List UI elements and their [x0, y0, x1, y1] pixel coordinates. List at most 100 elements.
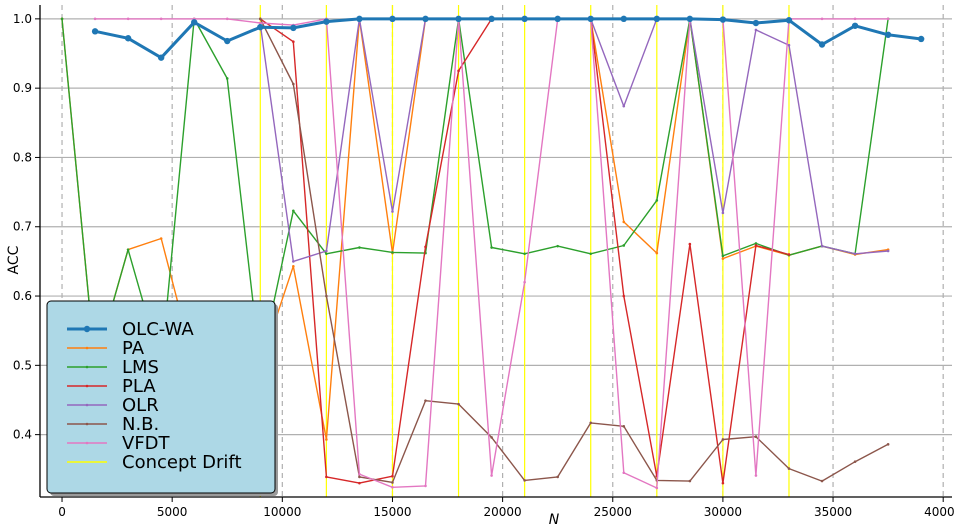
data-point — [323, 18, 330, 25]
data-point — [853, 17, 857, 21]
data-point — [224, 37, 231, 45]
data-point — [292, 264, 295, 268]
data-point — [391, 481, 394, 484]
data-point — [655, 199, 659, 202]
legend-label: VFDT — [122, 433, 171, 454]
legend-marker — [83, 325, 91, 333]
data-point — [622, 471, 626, 475]
data-point — [325, 252, 328, 256]
data-point — [126, 248, 130, 251]
legend-marker — [85, 365, 89, 369]
data-point — [91, 28, 99, 35]
y-axis-label: ACC — [6, 245, 22, 274]
data-point — [225, 17, 229, 21]
data-point — [622, 244, 626, 247]
data-point — [787, 253, 791, 256]
y-tick-label: 0.5 — [13, 358, 32, 372]
data-point — [488, 15, 495, 23]
data-point — [620, 15, 627, 23]
data-point — [589, 252, 593, 256]
y-tick-label: 0.4 — [13, 428, 32, 442]
data-point — [490, 246, 493, 249]
x-tick-label: 15000 — [373, 505, 411, 519]
data-point — [292, 209, 295, 213]
data-point — [851, 22, 859, 29]
data-point — [257, 23, 264, 31]
data-point — [884, 31, 892, 38]
data-point — [622, 425, 626, 428]
data-point — [358, 246, 361, 249]
data-point — [457, 69, 460, 73]
data-point — [124, 35, 132, 42]
data-point — [554, 15, 561, 23]
series-line-n-b- — [259, 18, 889, 484]
data-point — [556, 475, 559, 479]
data-point — [886, 249, 890, 253]
data-point — [820, 244, 824, 248]
legend-box — [46, 300, 276, 494]
data-point — [820, 479, 824, 483]
data-point — [787, 43, 791, 47]
data-point — [820, 17, 824, 21]
data-point — [292, 40, 295, 44]
data-point — [818, 41, 826, 48]
data-point — [358, 472, 361, 476]
data-point — [785, 17, 793, 24]
data-point — [490, 474, 493, 477]
data-point — [422, 15, 429, 23]
data-point — [655, 486, 659, 490]
data-point — [292, 82, 295, 86]
data-point — [886, 443, 890, 446]
x-axis-label: N — [549, 512, 560, 527]
data-point — [157, 54, 165, 61]
legend-label: LMS — [122, 357, 159, 378]
data-point — [490, 436, 493, 439]
data-point — [455, 15, 462, 23]
y-tick-label: 0.9 — [13, 81, 32, 95]
data-point — [391, 474, 394, 478]
data-point — [126, 17, 130, 21]
legend-marker — [85, 346, 89, 350]
x-tick-label: 5000 — [157, 505, 188, 519]
data-point — [325, 438, 328, 441]
data-point — [787, 467, 791, 470]
tick-labels: 0 5000 10000 15000 20000 25000 30000 35000 4000 0… — [13, 12, 954, 519]
data-point — [719, 16, 727, 23]
y-tick-label: 1.0 — [13, 12, 32, 26]
x-tick-label: 0 — [58, 505, 66, 519]
series-line-lms — [61, 18, 889, 366]
data-point — [754, 474, 758, 477]
data-point — [225, 77, 229, 80]
data-point — [688, 242, 692, 246]
data-point — [721, 254, 725, 258]
x-tick-label: 10000 — [263, 505, 301, 519]
x-tick-label: 30000 — [704, 505, 742, 519]
legend-label: OLC-WA — [122, 319, 194, 340]
data-point — [688, 479, 692, 483]
data-point — [457, 402, 460, 406]
data-point — [290, 24, 297, 32]
data-point — [159, 237, 163, 240]
data-point — [721, 481, 725, 485]
data-point — [754, 244, 758, 247]
data-point — [292, 260, 295, 263]
data-point — [93, 17, 97, 21]
series-lines — [60, 15, 925, 490]
legend-marker — [85, 441, 89, 445]
y-tick-label: 0.7 — [13, 220, 32, 234]
data-point — [587, 15, 594, 23]
data-point — [391, 251, 394, 254]
data-point — [258, 17, 262, 21]
data-point — [589, 421, 593, 425]
data-point — [356, 15, 363, 23]
legend-label: PA — [122, 338, 145, 359]
data-point — [556, 244, 559, 248]
legend-label: OLR — [122, 395, 159, 416]
data-point — [358, 481, 361, 485]
axes — [39, 5, 952, 498]
y-tick-label: 0.6 — [13, 289, 32, 303]
data-point — [191, 19, 198, 26]
data-point — [754, 435, 758, 439]
